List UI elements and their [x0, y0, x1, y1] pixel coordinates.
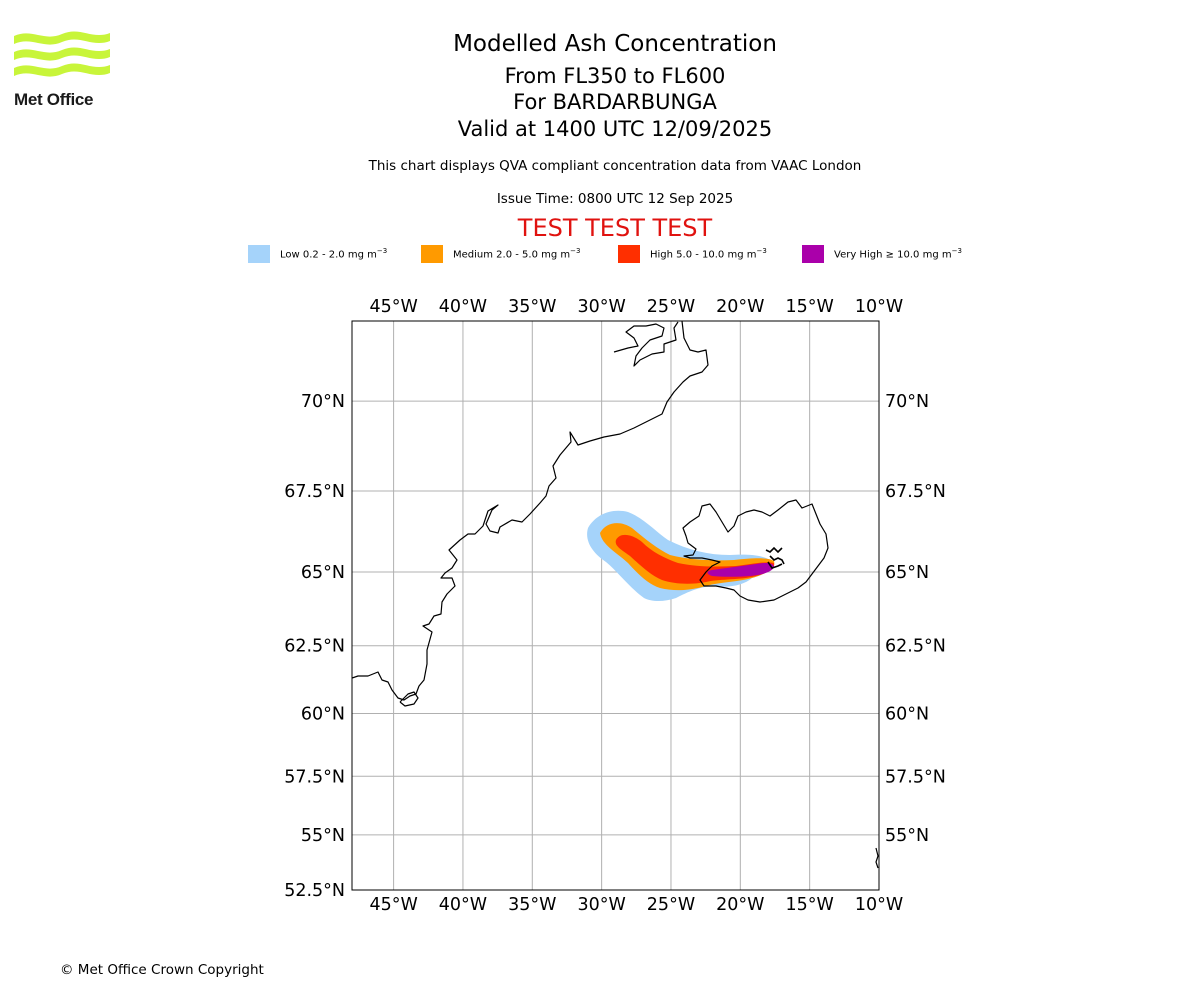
- map-frame: [351, 320, 880, 891]
- legend-swatch-very-high: [802, 245, 824, 263]
- issue-time: Issue Time: 0800 UTC 12 Sep 2025: [496, 191, 734, 207]
- legend-item-very-high: Very High ≥ 10.0 mg m−3: [802, 244, 962, 264]
- lat-tick-label-left: 60°N: [301, 704, 345, 724]
- legend-label-very-high: Very High ≥ 10.0 mg m: [834, 249, 952, 261]
- legend-item-medium: Medium 2.0 - 5.0 mg m−3: [421, 244, 580, 264]
- lat-tick-label-left: 52.5°N: [284, 881, 345, 901]
- volcano-marker: [765, 546, 785, 569]
- lat-tick-label-left: 57.5°N: [284, 767, 345, 787]
- lon-tick-label-bottom: 30°W: [577, 895, 625, 915]
- lat-tick-label-right: 55°N: [885, 826, 929, 846]
- test-banner: TEST TEST TEST: [517, 214, 713, 242]
- compliance-note: This chart displays QVA compliant concen…: [368, 158, 862, 174]
- lat-tick-label-right: 60°N: [885, 704, 929, 724]
- lon-tick-label-top: 35°W: [508, 297, 556, 317]
- lon-tick-label-bottom: 45°W: [369, 895, 417, 915]
- lon-tick-label-top: 30°W: [577, 297, 625, 317]
- lat-tick-label-left: 65°N: [301, 563, 345, 583]
- lat-tick-label-right: 65°N: [885, 563, 929, 583]
- legend-unit-exp-very-high: −3: [951, 247, 962, 256]
- northern-island-outline: [613, 321, 679, 367]
- lat-tick-label-right: 62.5°N: [885, 637, 946, 657]
- legend-item-high: High 5.0 - 10.0 mg m−3: [618, 244, 767, 264]
- ash-zone-very-high: [707, 563, 774, 577]
- lat-tick-label-right: 70°N: [885, 392, 929, 412]
- copyright-text: © Met Office Crown Copyright: [60, 962, 264, 978]
- greenland-southern-tip: [399, 691, 419, 707]
- lon-tick-label-bottom: 25°W: [647, 895, 695, 915]
- lon-tick-label-bottom: 40°W: [439, 895, 487, 915]
- lat-tick-label-right: 67.5°N: [885, 482, 946, 502]
- lon-tick-label-bottom: 20°W: [716, 895, 764, 915]
- legend-label-medium: Medium 2.0 - 5.0 mg m: [453, 249, 571, 261]
- coastlines: [352, 321, 879, 869]
- logo-text: Met Office: [14, 90, 94, 109]
- lon-tick-label-top: 25°W: [647, 297, 695, 317]
- lat-tick-label-left: 67.5°N: [284, 482, 345, 502]
- legend-unit-exp-medium: −3: [570, 247, 581, 256]
- legend-swatch-low: [248, 245, 270, 263]
- map-tick-labels: 45°W 45°W 40°W 40°W 35°W 35°W 30°W 30°W 25°W 25°W…: [284, 297, 946, 915]
- lat-tick-label-right: 57.5°N: [885, 767, 946, 787]
- flight-level-range: From FL350 to FL600: [504, 64, 726, 88]
- iceland-coastline: [682, 499, 829, 603]
- volcano-name: For BARDARBUNGA: [513, 90, 717, 114]
- valid-time: Valid at 1400 UTC 12/09/2025: [457, 117, 773, 141]
- met-office-logo: Met Office: [14, 30, 110, 112]
- legend-item-low: Low 0.2 - 2.0 mg m−3: [248, 244, 387, 264]
- lat-tick-label-left: 62.5°N: [284, 637, 345, 657]
- lon-tick-label-bottom: 10°W: [855, 895, 903, 915]
- map-gridlines: [352, 321, 879, 890]
- legend-swatch-high: [618, 245, 640, 263]
- faroe-islands: [875, 847, 879, 869]
- lat-tick-label-left: 55°N: [301, 826, 345, 846]
- chart-title: Modelled Ash Concentration: [453, 31, 777, 57]
- legend-swatch-medium: [421, 245, 443, 263]
- lon-tick-label-top: 45°W: [369, 297, 417, 317]
- lon-tick-label-top: 10°W: [855, 297, 903, 317]
- legend-label-low: Low 0.2 - 2.0 mg m: [280, 249, 377, 261]
- lat-tick-label-left: 70°N: [301, 392, 345, 412]
- legend-unit-exp-low: −3: [376, 247, 388, 256]
- legend-label-high: High 5.0 - 10.0 mg m: [650, 249, 757, 261]
- lon-tick-label-bottom: 15°W: [785, 895, 833, 915]
- greenland-coastline: [352, 321, 709, 701]
- lon-tick-label-top: 15°W: [785, 297, 833, 317]
- legend-unit-exp-high: −3: [756, 247, 767, 256]
- lon-tick-label-top: 40°W: [439, 297, 487, 317]
- met-office-wave-icon: [14, 31, 110, 77]
- lon-tick-label-top: 20°W: [716, 297, 764, 317]
- lon-tick-label-bottom: 35°W: [508, 895, 556, 915]
